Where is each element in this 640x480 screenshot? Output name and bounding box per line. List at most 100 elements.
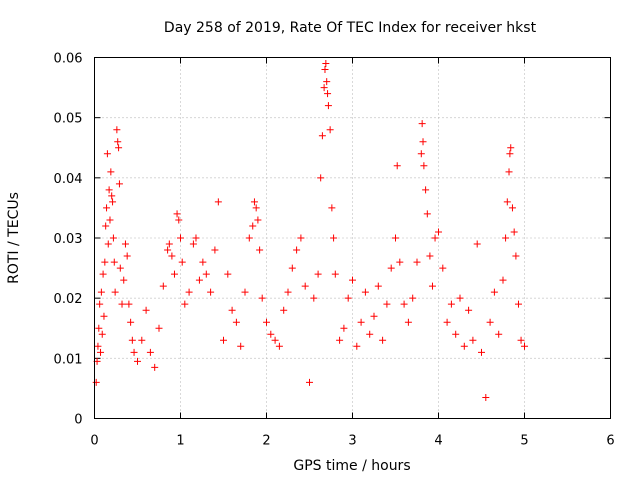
data-point: [96, 300, 104, 308]
data-point: [177, 234, 184, 242]
data-point: [107, 168, 115, 176]
data-point: [181, 300, 189, 308]
y-tick-label: 0.01: [54, 352, 83, 367]
data-point: [465, 306, 473, 314]
data-point: [113, 126, 121, 134]
data-point: [115, 144, 123, 152]
data-point: [502, 234, 510, 242]
data-point: [344, 294, 352, 302]
chart-title: Day 258 of 2019, Rate Of TEC Index for r…: [164, 20, 537, 36]
data-point: [366, 330, 374, 338]
y-tick-label: 0.03: [54, 232, 83, 247]
data-point: [92, 378, 100, 386]
data-point: [98, 330, 106, 338]
data-point: [237, 342, 245, 350]
data-point: [151, 363, 159, 371]
data-point: [102, 222, 110, 230]
y-tick-label: 0: [74, 413, 82, 428]
data-point: [178, 258, 186, 266]
data-point: [340, 324, 348, 332]
data-point: [426, 252, 434, 260]
data-point: [118, 300, 126, 308]
data-point: [512, 252, 520, 260]
data-point: [104, 240, 112, 248]
data-point: [220, 336, 227, 344]
data-point: [155, 324, 163, 332]
data-point: [195, 276, 203, 284]
data-point: [473, 240, 481, 248]
data-point: [146, 348, 154, 356]
data-point: [249, 222, 257, 230]
data-point: [323, 78, 331, 86]
data-point: [508, 204, 516, 212]
data-point: [271, 336, 279, 344]
data-point: [202, 270, 210, 278]
data-point: [258, 294, 266, 302]
data-point: [94, 342, 102, 350]
data-point: [111, 288, 119, 296]
y-axis-label: ROTI / TECUs: [6, 192, 22, 284]
data-point: [321, 66, 329, 74]
data-point: [228, 306, 236, 314]
data-point: [326, 126, 334, 134]
data-point: [317, 174, 325, 182]
data-point: [120, 276, 128, 284]
data-point: [349, 276, 356, 284]
data-point: [207, 288, 215, 296]
data-point: [505, 168, 513, 176]
data-point: [422, 186, 430, 194]
data-point: [101, 258, 109, 266]
data-point: [108, 192, 116, 200]
data-point: [310, 294, 318, 302]
data-point: [374, 282, 382, 290]
data-point: [510, 228, 518, 236]
data-point: [280, 306, 288, 314]
data-point: [404, 318, 412, 326]
data-point: [232, 318, 240, 326]
data-point: [379, 336, 387, 344]
data-point: [507, 144, 515, 152]
y-tick-label: 0.05: [54, 112, 83, 127]
data-point: [168, 252, 176, 260]
x-tick-label: 4: [434, 434, 442, 449]
data-point: [456, 294, 464, 302]
data-point: [322, 60, 330, 68]
data-point: [499, 276, 507, 284]
x-tick-label: 1: [176, 434, 184, 449]
data-point: [413, 258, 421, 266]
data-point: [506, 150, 514, 158]
data-point: [106, 216, 114, 224]
data-point: [109, 234, 117, 242]
data-point: [127, 318, 135, 326]
data-point: [392, 234, 399, 242]
data-point: [115, 180, 123, 188]
data-points: [92, 60, 528, 401]
data-point: [275, 342, 283, 350]
x-tick-label: 3: [348, 434, 356, 449]
data-point: [199, 258, 207, 266]
data-point: [97, 348, 105, 356]
data-point: [435, 228, 442, 236]
data-point: [103, 150, 111, 158]
data-point: [95, 324, 103, 332]
data-point: [103, 204, 111, 212]
data-point: [252, 204, 260, 212]
data-point: [110, 258, 118, 266]
data-point: [517, 336, 525, 344]
data-point: [503, 198, 511, 206]
data-point: [256, 246, 264, 254]
data-point: [418, 120, 426, 128]
data-point: [97, 288, 105, 296]
data-point: [134, 357, 141, 365]
data-point: [417, 150, 425, 158]
data-point: [460, 342, 468, 350]
data-point: [490, 288, 498, 296]
x-tick-label: 5: [520, 434, 528, 449]
x-tick-label: 0: [90, 434, 98, 449]
data-point: [224, 270, 232, 278]
data-point: [170, 270, 178, 278]
data-point: [357, 318, 365, 326]
data-point: [409, 294, 417, 302]
data-point: [361, 288, 369, 296]
